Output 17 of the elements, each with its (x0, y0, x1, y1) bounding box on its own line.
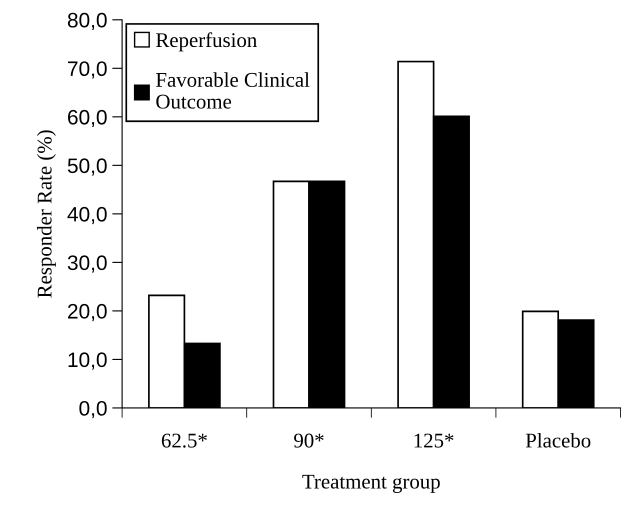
y-tick-label: 20,0 (68, 304, 107, 322)
x-tick-label: 62.5* (162, 434, 207, 448)
x-tick-label: 125* (414, 434, 454, 448)
legend-label: Favorable Clinical Outcome (156, 72, 310, 109)
y-tick-label: 0,0 (79, 400, 107, 418)
y-tick-label: 30,0 (68, 255, 107, 273)
x-tick-label: 90* (294, 434, 324, 448)
y-tick-label: 60,0 (68, 110, 107, 128)
x-axis-title: Treatment group (302, 474, 440, 493)
y-tick-label: 40,0 (67, 206, 107, 224)
x-tick-label: Placebo (526, 432, 590, 448)
y-tick-label: 80,0 (68, 12, 107, 30)
y-axis-title: Responder Rate (%) (36, 130, 56, 298)
legend-label: Reperfusion (156, 32, 257, 52)
y-tick-label: 70,0 (68, 61, 107, 79)
y-tick-label: 50,0 (68, 158, 107, 176)
y-tick-label: 10,0 (68, 352, 107, 370)
